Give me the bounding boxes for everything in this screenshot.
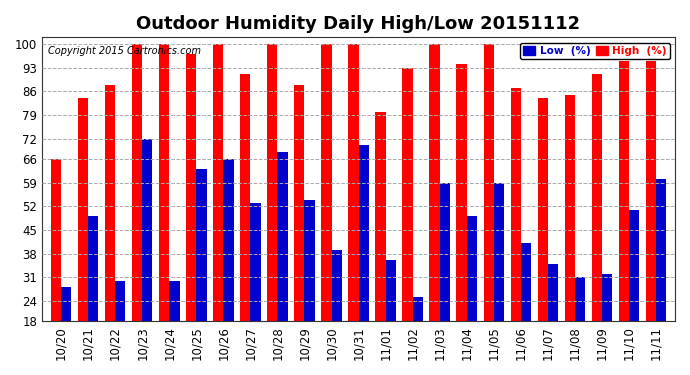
Bar [213, 44, 224, 375]
Bar [656, 179, 667, 375]
Bar [105, 85, 115, 375]
Bar [250, 203, 261, 375]
Bar [375, 112, 386, 375]
Bar [538, 98, 548, 375]
Bar [196, 169, 206, 375]
Bar [331, 250, 342, 375]
Text: Copyright 2015 Cartronics.com: Copyright 2015 Cartronics.com [48, 46, 201, 56]
Title: Outdoor Humidity Daily High/Low 20151112: Outdoor Humidity Daily High/Low 20151112 [137, 15, 580, 33]
Bar [484, 44, 494, 375]
Bar [521, 243, 531, 375]
Bar [322, 44, 331, 375]
Bar [646, 61, 656, 375]
Bar [629, 210, 640, 375]
Bar [602, 274, 612, 375]
Bar [61, 287, 71, 375]
Bar [224, 159, 234, 375]
Bar [277, 152, 288, 375]
Bar [619, 61, 629, 375]
Bar [51, 159, 61, 375]
Bar [132, 44, 142, 375]
Bar [592, 75, 602, 375]
Bar [240, 75, 250, 375]
Bar [466, 216, 477, 375]
Bar [304, 200, 315, 375]
Bar [159, 44, 169, 375]
Bar [402, 68, 413, 375]
Bar [115, 280, 126, 375]
Bar [186, 54, 196, 375]
Bar [440, 183, 450, 375]
Legend: Low  (%), High  (%): Low (%), High (%) [520, 42, 670, 59]
Bar [413, 297, 423, 375]
Bar [548, 264, 558, 375]
Bar [348, 44, 359, 375]
Bar [511, 88, 521, 375]
Bar [386, 260, 396, 375]
Bar [494, 183, 504, 375]
Bar [88, 216, 99, 375]
Bar [78, 98, 88, 375]
Bar [169, 280, 179, 375]
Bar [142, 139, 152, 375]
Bar [564, 95, 575, 375]
Bar [359, 146, 369, 375]
Bar [457, 64, 466, 375]
Bar [267, 44, 277, 375]
Bar [294, 85, 304, 375]
Bar [575, 277, 585, 375]
Bar [429, 44, 440, 375]
